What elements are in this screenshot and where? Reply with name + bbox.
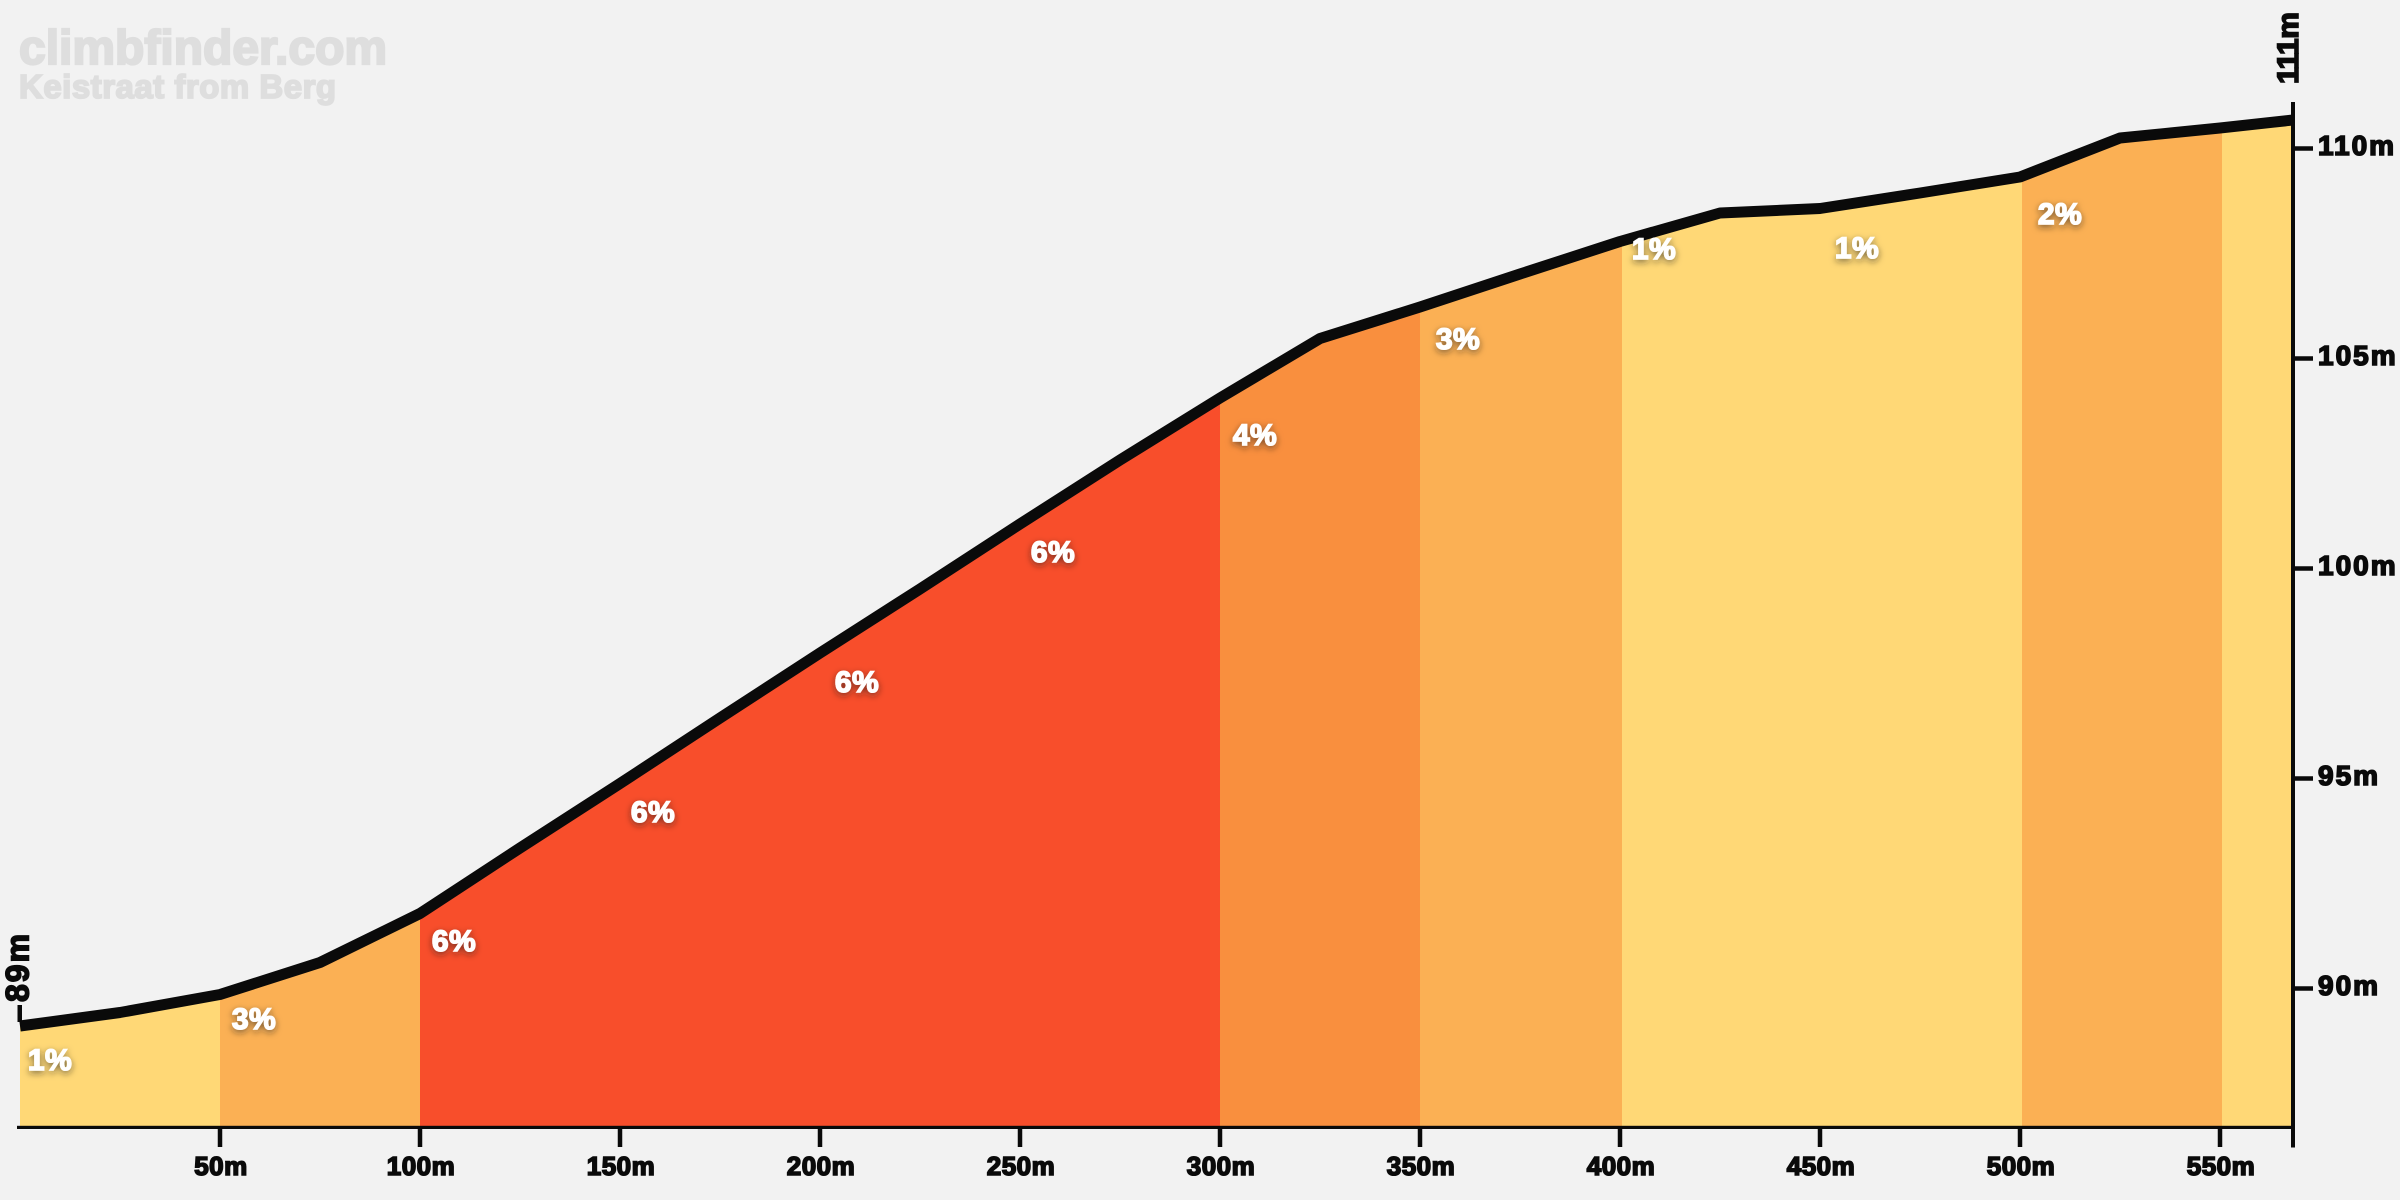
svg-text:6%: 6% (1031, 536, 1075, 569)
svg-text:6%: 6% (432, 925, 476, 958)
svg-text:3%: 3% (232, 1003, 276, 1036)
svg-text:50m: 50m (194, 1151, 248, 1181)
svg-text:95m: 95m (2318, 760, 2380, 791)
svg-text:250m: 250m (987, 1151, 1056, 1181)
svg-text:100m: 100m (387, 1151, 456, 1181)
svg-text:100m: 100m (2318, 550, 2398, 581)
svg-text:6%: 6% (631, 796, 675, 829)
svg-text:500m: 500m (1987, 1151, 2056, 1181)
svg-text:89m: 89m (0, 932, 36, 1002)
svg-text:400m: 400m (1587, 1151, 1656, 1181)
svg-text:1%: 1% (28, 1044, 72, 1077)
svg-text:450m: 450m (1787, 1151, 1856, 1181)
svg-text:550m: 550m (2187, 1151, 2256, 1181)
svg-text:1%: 1% (1632, 233, 1676, 266)
svg-text:1%: 1% (1835, 232, 1879, 265)
svg-text:105m: 105m (2318, 340, 2398, 371)
svg-text:2%: 2% (2038, 198, 2082, 231)
svg-text:90m: 90m (2318, 970, 2380, 1001)
svg-text:3%: 3% (1436, 323, 1480, 356)
svg-text:4%: 4% (1233, 419, 1277, 452)
svg-text:6%: 6% (835, 666, 879, 699)
svg-text:300m: 300m (1187, 1151, 1256, 1181)
svg-text:Keistraat from Berg: Keistraat from Berg (19, 68, 337, 105)
svg-text:350m: 350m (1387, 1151, 1456, 1181)
svg-text:150m: 150m (587, 1151, 656, 1181)
svg-text:climbfinder.com: climbfinder.com (19, 22, 387, 75)
svg-text:200m: 200m (787, 1151, 856, 1181)
svg-text:111m: 111m (2272, 13, 2305, 84)
svg-text:110m: 110m (2318, 130, 2396, 161)
